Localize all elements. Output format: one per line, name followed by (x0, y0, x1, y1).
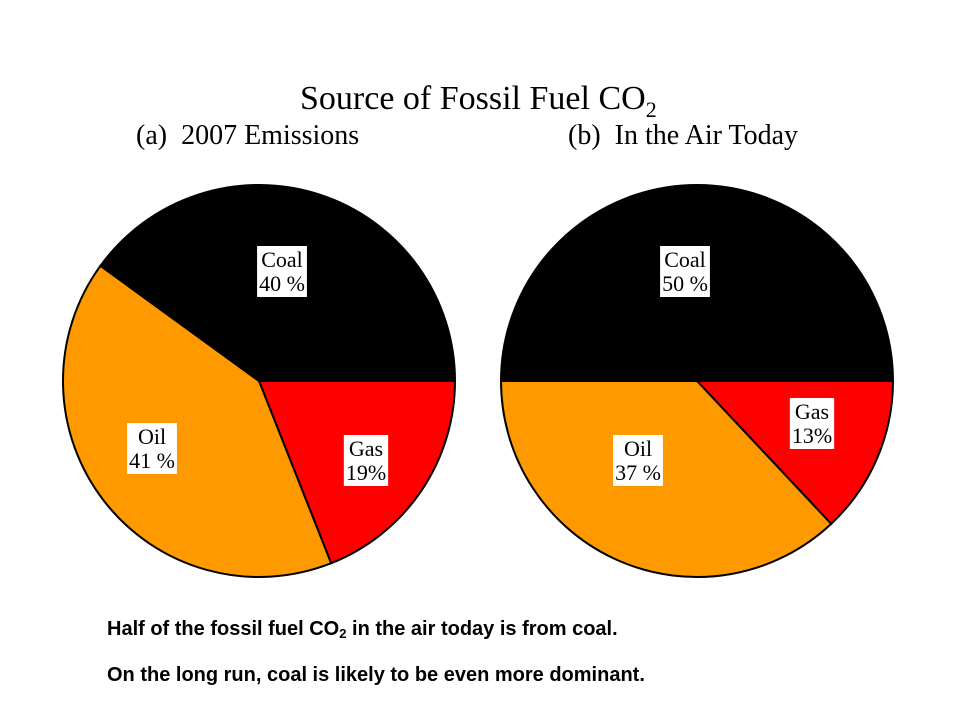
pie-a-slice-oil (62, 264, 333, 578)
pie-b-slice-oil (499, 380, 833, 578)
slice-name: Gas (349, 436, 383, 461)
slice-label-background (613, 435, 663, 486)
slice-label-background (257, 246, 307, 297)
chart-title-subscript: 2 (645, 97, 657, 122)
slice-value: 41 % (129, 448, 175, 473)
slice-value: 50 % (662, 271, 708, 296)
pie-a-title: (a) 2007 Emissions (136, 120, 360, 151)
caption-1-text-a: Half of the fossil fuel CO (107, 618, 340, 640)
pie-b-title: (b) In the Air Today (568, 120, 799, 151)
slice-value: 19% (346, 460, 386, 485)
slice-name: Coal (664, 247, 706, 272)
caption-line-1: Half of the fossil fuel CO2 in the air t… (107, 618, 618, 641)
slice-name: Coal (261, 247, 303, 272)
slice-name: Oil (624, 436, 652, 461)
caption-1-subscript: 2 (339, 626, 347, 641)
slice-label-background (343, 435, 389, 486)
slice-value: 13% (792, 423, 832, 448)
slice-label-background (127, 423, 177, 474)
slice-name: Oil (138, 424, 166, 449)
chart-title: Source of Fossil Fuel CO2 (300, 80, 657, 123)
slice-value: 37 % (615, 460, 661, 485)
slice-label-background (789, 398, 835, 449)
caption-1-text-b: in the air today is from coal. (346, 618, 618, 640)
caption-line-2: On the long run, coal is likely to be ev… (107, 664, 645, 686)
chart-title-text: Source of Fossil Fuel CO (300, 80, 646, 117)
pie-b-slice-gas (694, 380, 895, 526)
slice-label-background (660, 246, 710, 297)
slice-value: 40 % (259, 271, 305, 296)
slice-name: Gas (795, 399, 829, 424)
